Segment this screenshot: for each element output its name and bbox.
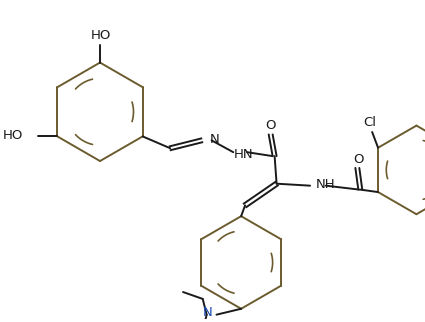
Text: O: O — [353, 153, 363, 166]
Text: Cl: Cl — [364, 116, 377, 129]
Text: HO: HO — [3, 129, 23, 142]
Text: NH: NH — [316, 178, 336, 191]
Text: O: O — [266, 119, 276, 132]
Text: N: N — [203, 306, 212, 319]
Text: HO: HO — [91, 30, 111, 43]
Text: HN: HN — [234, 148, 254, 161]
Text: N: N — [210, 133, 219, 146]
